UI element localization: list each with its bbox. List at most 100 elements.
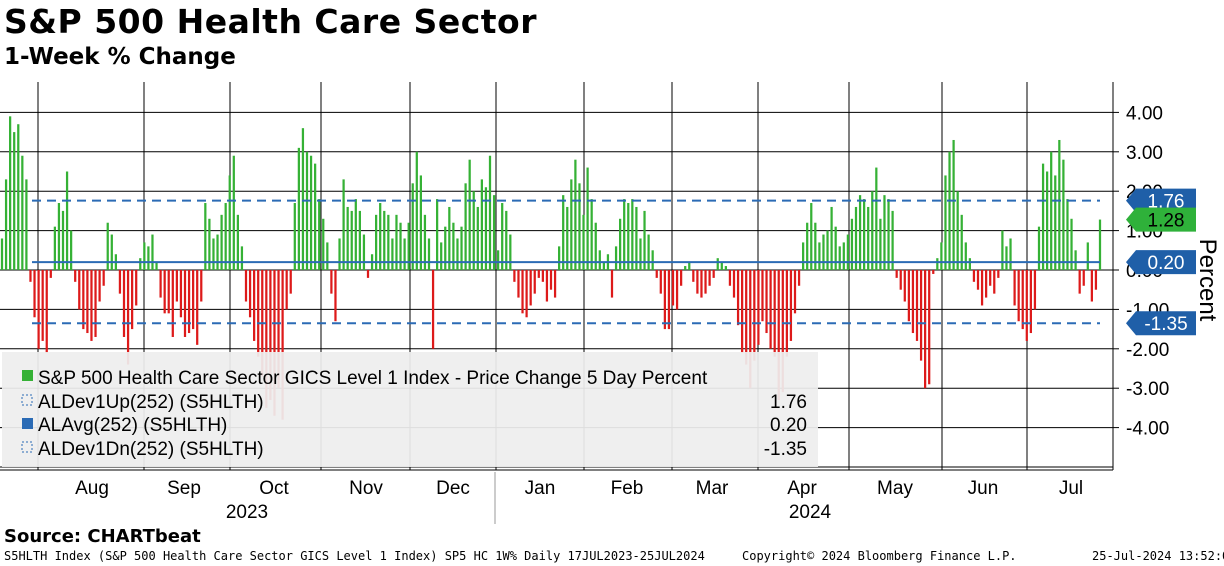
data-bar — [895, 270, 898, 278]
data-bar — [281, 270, 284, 420]
data-bar — [602, 262, 605, 270]
data-bar — [1078, 270, 1081, 294]
legend-swatch-dev-dn — [21, 441, 33, 453]
data-bar — [159, 270, 162, 298]
x-month-label: Aug — [75, 478, 109, 499]
data-bar — [854, 206, 858, 270]
data-bar — [391, 238, 394, 270]
data-bar — [4, 179, 8, 270]
data-bar — [797, 270, 801, 286]
data-bar — [1070, 218, 1073, 270]
data-bar — [419, 175, 422, 270]
value-tag-dev-dn-bg — [1126, 311, 1196, 336]
data-bar — [444, 226, 447, 270]
data-bar — [655, 270, 658, 278]
data-bar — [187, 270, 191, 334]
data-bar — [29, 270, 32, 282]
data-bar — [614, 246, 618, 270]
data-bar — [1029, 270, 1032, 334]
data-bar — [1098, 219, 1102, 270]
data-bar — [631, 199, 634, 270]
data-bar — [537, 270, 540, 278]
data-bar — [968, 258, 971, 270]
data-bar — [167, 270, 170, 314]
x-month-label: Jul — [1059, 478, 1083, 499]
data-bar — [802, 242, 805, 270]
data-bar — [33, 270, 36, 318]
data-bar — [126, 270, 130, 365]
legend-label-main: S&P 500 Health Care Sector GICS Level 1 … — [38, 368, 708, 389]
data-bar — [1025, 270, 1028, 341]
data-bar — [163, 270, 166, 314]
value-tag-last: 1.28 — [1148, 211, 1185, 232]
data-bar — [590, 199, 593, 270]
data-bar — [53, 226, 56, 270]
data-bar — [643, 210, 646, 270]
data-bar — [346, 206, 349, 270]
data-bar — [765, 270, 768, 334]
data-bar — [41, 270, 44, 341]
data-bar — [553, 270, 557, 298]
data-bar — [724, 266, 727, 270]
data-bar — [834, 226, 837, 270]
value-tags: 1.761.28 0.20 -1.35 — [1126, 188, 1196, 336]
data-bar — [525, 270, 528, 318]
data-bar — [342, 179, 345, 270]
data-bar — [1094, 270, 1098, 290]
y-tick-label: -3.00 — [1126, 379, 1169, 400]
data-bar — [25, 179, 28, 270]
data-bar — [98, 270, 101, 302]
data-bar — [1050, 151, 1053, 270]
data-bar — [745, 270, 748, 365]
data-bar — [78, 270, 81, 310]
data-bar — [208, 218, 211, 270]
data-bar — [456, 238, 459, 270]
data-bar — [651, 250, 654, 270]
data-bar — [122, 270, 126, 337]
data-bar — [932, 270, 935, 274]
data-bar — [517, 270, 520, 298]
data-bar — [265, 270, 268, 408]
data-bar — [196, 270, 199, 345]
data-bar — [980, 270, 984, 306]
data-bar — [761, 270, 764, 322]
data-bar — [236, 214, 239, 270]
data-bar — [305, 151, 309, 270]
data-bar — [781, 270, 784, 393]
x-month-label: Mar — [696, 478, 729, 499]
data-bar — [464, 183, 467, 270]
data-bar — [45, 270, 48, 353]
data-bar — [314, 163, 317, 270]
data-bar — [789, 270, 793, 341]
data-bar — [818, 242, 821, 270]
data-bar — [175, 270, 178, 302]
data-bar — [501, 203, 504, 270]
data-bar — [253, 270, 256, 341]
data-bar — [989, 270, 992, 286]
data-bar — [407, 222, 410, 270]
data-bar — [21, 155, 24, 270]
data-bar — [1058, 139, 1061, 270]
data-bar — [387, 214, 390, 270]
data-bar — [671, 270, 675, 306]
data-bar — [505, 210, 508, 270]
data-bar — [948, 151, 951, 270]
data-bar — [492, 195, 496, 270]
data-bar — [956, 191, 959, 270]
data-bar — [619, 218, 622, 270]
data-bar — [533, 270, 536, 294]
data-bar — [269, 270, 272, 401]
data-bar — [639, 238, 642, 270]
data-bar — [810, 203, 813, 270]
x-month-label: May — [877, 478, 913, 499]
data-bar — [1066, 199, 1069, 270]
data-bar — [716, 258, 719, 270]
data-bar — [944, 175, 947, 270]
data-bar — [688, 262, 691, 270]
data-bar — [964, 242, 967, 270]
data-bar — [106, 222, 109, 270]
data-bar — [545, 270, 549, 302]
data-bar — [118, 270, 122, 294]
legend-value-dev-up: 1.76 — [770, 392, 807, 413]
data-bar — [899, 270, 902, 290]
